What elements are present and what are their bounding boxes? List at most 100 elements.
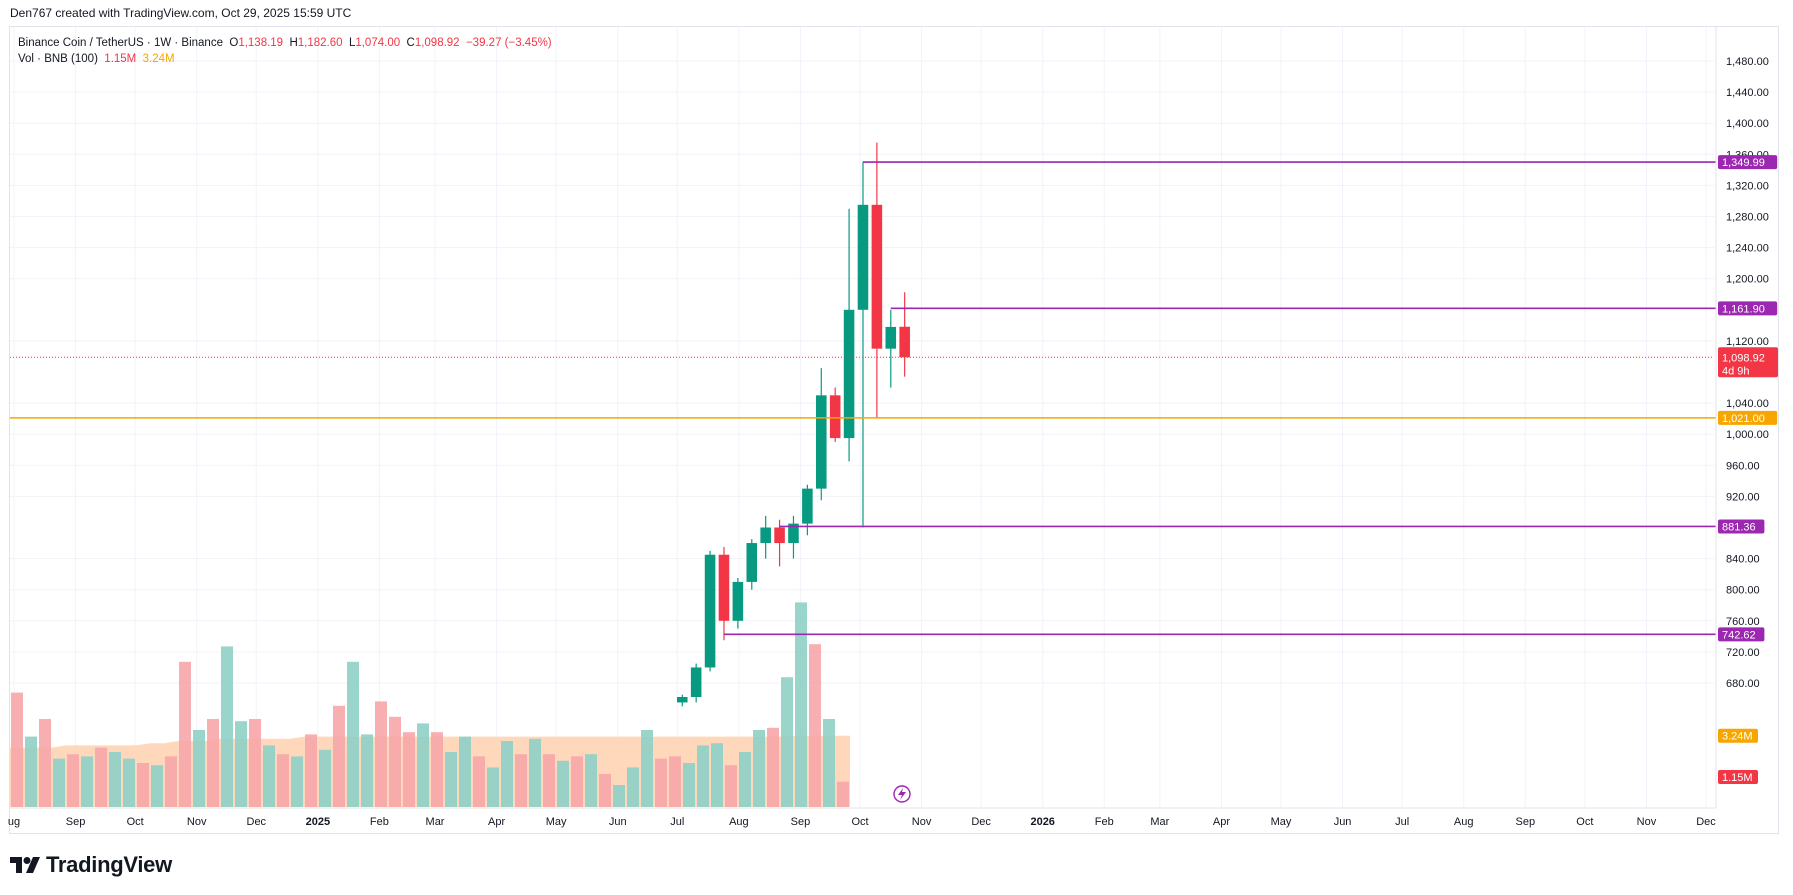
price-tick-label: 1,320.00 <box>1726 180 1769 192</box>
volume-bar <box>669 756 681 807</box>
volume-bar <box>249 719 261 807</box>
volume-bar <box>543 754 555 807</box>
time-tick-label: Jul <box>670 816 684 828</box>
volume-bar <box>711 743 723 807</box>
volume-ma-tag: 3.24M <box>1722 731 1753 743</box>
volume-bar <box>361 734 373 807</box>
close-label: C <box>406 37 415 49</box>
price-tick-label: 720.00 <box>1726 647 1760 659</box>
volume-ma-area <box>10 735 850 807</box>
price-tick-label: 1,480.00 <box>1726 56 1769 68</box>
volume-bar <box>347 661 359 807</box>
price-axis: 1,480.001,440.001,400.001,360.001,320.00… <box>1715 27 1778 808</box>
time-tick-label: Jun <box>609 816 627 828</box>
volume-pane <box>10 602 850 807</box>
time-tick-label: 2026 <box>1030 816 1054 828</box>
volume-bar <box>389 716 401 807</box>
volume-bar <box>487 767 499 807</box>
tradingview-logo-icon <box>10 857 40 873</box>
volume-bar <box>431 732 443 807</box>
candle-body <box>690 667 702 697</box>
volume-bar <box>39 719 51 807</box>
time-tick-label: May <box>546 816 567 828</box>
time-tick-label: Oct <box>851 816 868 828</box>
volume-bar <box>781 677 793 807</box>
level-tag: 1,349.99 <box>1722 157 1765 169</box>
last-price-tag-bg <box>1718 347 1778 378</box>
low-label: L <box>348 37 356 49</box>
volume-last-tag: 1.15M <box>1722 772 1753 784</box>
price-tick-label: 1,400.00 <box>1726 118 1769 130</box>
volume-bar <box>95 747 107 807</box>
time-tick-label: Oct <box>127 816 144 828</box>
price-tick-label: 680.00 <box>1726 678 1760 690</box>
time-tick-label: ug <box>8 816 20 828</box>
volume-bar <box>697 745 709 807</box>
volume-ma-tag-bg <box>1718 728 1758 743</box>
level-tag-bg <box>1718 627 1765 642</box>
brand-name: TradingView <box>46 852 172 877</box>
open-label: O <box>229 37 239 49</box>
volume-bar <box>53 758 65 807</box>
price-tick-label: 760.00 <box>1726 616 1760 628</box>
price-tick-label: 960.00 <box>1726 460 1760 472</box>
time-tick-label: Feb <box>370 816 389 828</box>
time-tick-label: Oct <box>1576 816 1593 828</box>
volume-title[interactable]: Vol · BNB (100) <box>18 53 98 65</box>
ohlc-row: Binance Coin / TetherUS · 1W · Binance O… <box>18 35 552 51</box>
volume-bar <box>809 644 821 807</box>
high-label: H <box>289 37 298 49</box>
time-tick-label: Nov <box>187 816 207 828</box>
level-tag-bg <box>1718 410 1778 425</box>
time-tick-label: Feb <box>1095 816 1114 828</box>
symbol-title[interactable]: Binance Coin / TetherUS · 1W · Binance <box>18 37 223 49</box>
time-tick-label: Aug <box>729 816 749 828</box>
volume-bar <box>725 765 737 807</box>
volume-bar <box>739 752 751 807</box>
volume-bar <box>501 741 513 807</box>
volume-bar <box>207 719 219 807</box>
volume-bar <box>333 705 345 807</box>
candle-body <box>746 543 758 582</box>
volume-bar <box>221 646 233 807</box>
time-tick-label: Nov <box>1637 816 1657 828</box>
time-tick-label: 2025 <box>306 816 330 828</box>
levels <box>10 161 1716 636</box>
candle-body <box>815 395 827 489</box>
change-value: −39.27 (−3.45%) <box>465 37 552 49</box>
volume-bar <box>571 756 583 807</box>
time-tick-label: Sep <box>1515 816 1535 828</box>
volume-bar <box>25 736 37 807</box>
candle-body <box>857 204 869 310</box>
volume-bar <box>277 754 289 807</box>
event-marker-icon <box>893 785 911 803</box>
volume-bar <box>403 732 415 807</box>
time-tick-label: Dec <box>247 816 267 828</box>
level-tag: 1,021.00 <box>1722 413 1765 425</box>
grid <box>10 27 1714 808</box>
volume-bar <box>557 760 569 807</box>
last-price-tag: 1,098.92 <box>1722 352 1765 364</box>
volume-bar <box>655 758 667 807</box>
price-tick-label: 1,040.00 <box>1726 398 1769 410</box>
volume-bar <box>823 719 835 807</box>
volume-bar <box>445 752 457 807</box>
level-tag-bg <box>1718 301 1778 316</box>
time-tick-label: Aug <box>1454 816 1474 828</box>
volume-row: Vol · BNB (100) 1.15M 3.24M <box>18 51 552 67</box>
candle-body <box>676 696 688 703</box>
close-value: 1,098.92 <box>414 37 460 49</box>
price-tick-label: 1,280.00 <box>1726 212 1769 224</box>
low-value: 1,074.00 <box>355 37 401 49</box>
volume-bar <box>585 754 597 807</box>
time-tick-label: Jul <box>1395 816 1409 828</box>
candle-body <box>774 527 785 544</box>
chart-credit: Den767 created with TradingView.com, Oct… <box>10 6 352 20</box>
volume-bar <box>473 756 485 807</box>
volume-bar <box>459 736 471 807</box>
chart-frame <box>9 26 1779 834</box>
volume-bar <box>235 721 247 807</box>
price-tick-label: 1,240.00 <box>1726 243 1769 255</box>
candle-body <box>899 326 910 358</box>
